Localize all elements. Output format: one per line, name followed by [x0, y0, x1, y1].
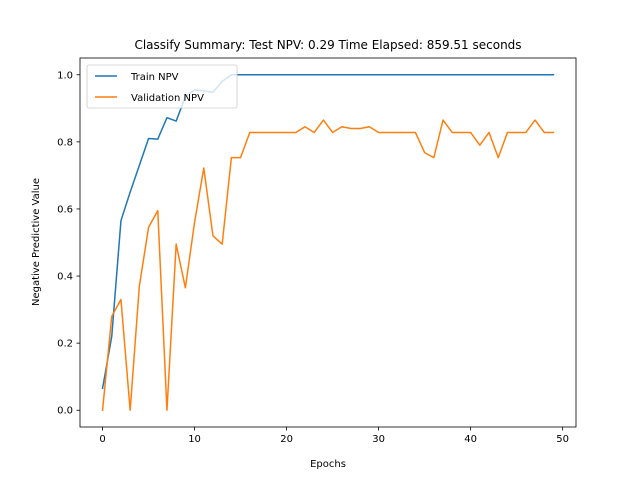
legend-box: [86, 64, 238, 109]
plot-area-frame: [79, 57, 577, 428]
x-tick-label: 30: [372, 434, 385, 445]
x-axis-label: Epochs: [310, 459, 346, 470]
x-tick-label: 20: [280, 434, 293, 445]
legend: Train NPV Validation NPV: [86, 64, 238, 109]
series-line-train: [101, 74, 555, 390]
x-tick-label: 40: [464, 434, 477, 445]
legend-label-train: Train NPV: [130, 72, 179, 83]
y-tick-label: 0.4: [57, 272, 73, 283]
y-tick-label: 0.2: [57, 339, 73, 350]
y-tick-label: 0.6: [57, 204, 73, 215]
series-line-validation: [101, 119, 555, 412]
chart-title: Classify Summary: Test NPV: 0.29 Time El…: [134, 38, 521, 52]
x-axis: 0 10 20 30 40 50: [99, 427, 569, 445]
series-layer: [101, 74, 555, 412]
y-axis: 0.0 0.2 0.4 0.6 0.8 1.0: [57, 70, 80, 417]
y-tick-label: 0.8: [57, 137, 73, 148]
x-tick-label: 50: [556, 434, 569, 445]
y-axis-label: Negative Predictive Value: [31, 178, 42, 306]
x-tick-label: 0: [99, 434, 105, 445]
legend-label-validation: Validation NPV: [131, 93, 204, 104]
x-tick-label: 10: [188, 434, 201, 445]
y-tick-label: 0.0: [57, 406, 73, 417]
y-tick-label: 1.0: [57, 70, 73, 81]
